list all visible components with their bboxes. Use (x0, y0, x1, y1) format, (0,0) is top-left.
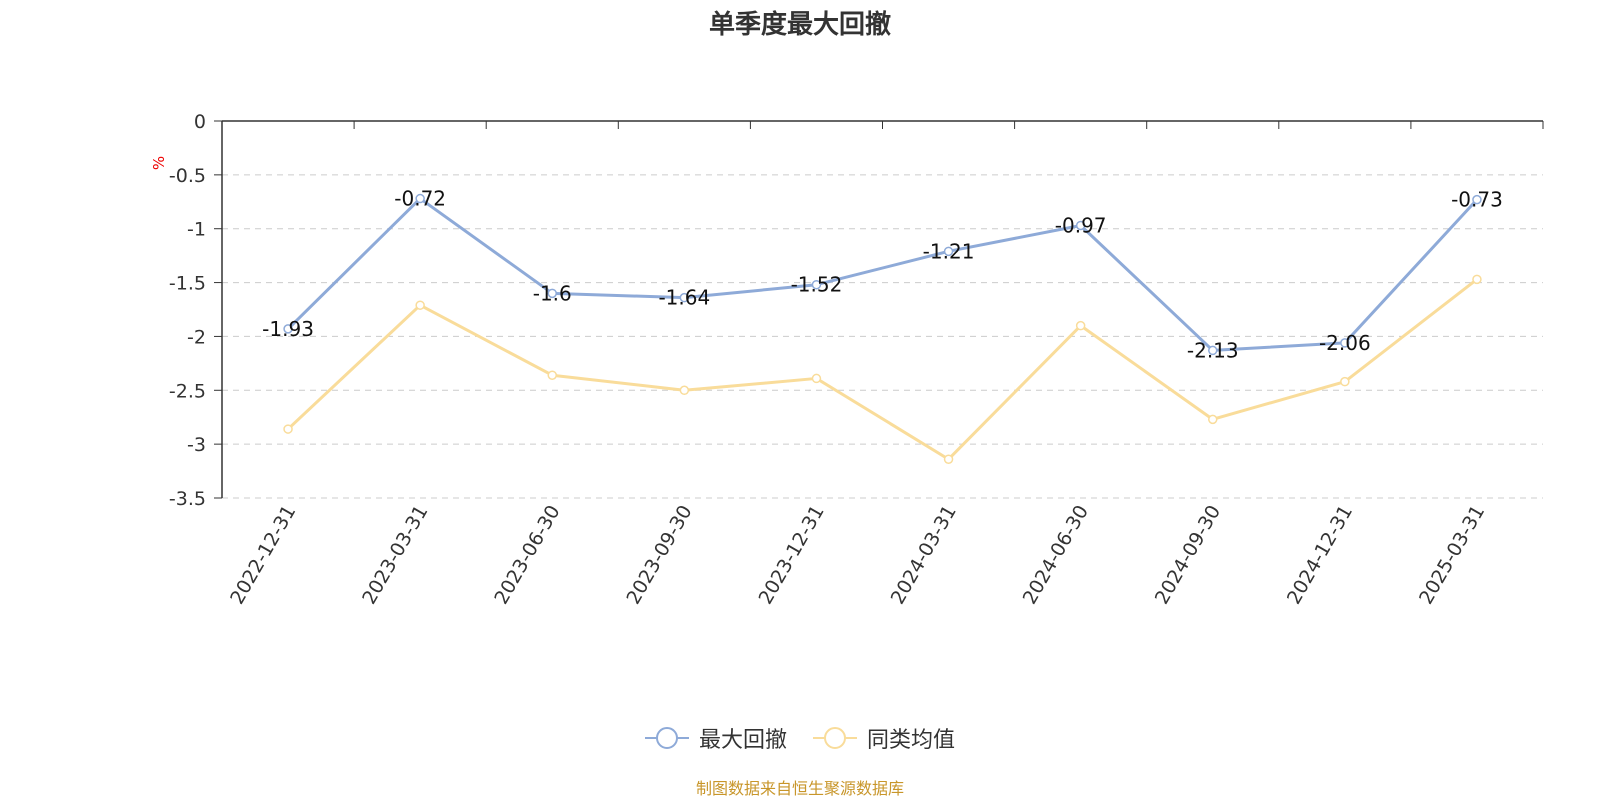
data-point-peer-average (283, 424, 293, 434)
y-axis-unit: % (150, 156, 168, 170)
data-label-drawdown: -2.06 (1319, 331, 1371, 355)
y-tick-label: -0.5 (169, 165, 206, 187)
x-tick-label: 2025-03-31 (1415, 502, 1489, 609)
legend-symbol-peer-average (813, 727, 857, 749)
x-tick-label: 2023-03-31 (358, 502, 432, 609)
data-label-drawdown: -1.52 (791, 273, 843, 297)
x-tick-label: 2023-12-31 (755, 502, 829, 609)
y-tick-label: -1.5 (169, 273, 206, 295)
legend-label-drawdown: 最大回撤 (698, 728, 787, 753)
y-tick-label: 0 (194, 111, 206, 133)
source-note: 制图数据来自恒生聚源数据库 (695, 779, 904, 798)
data-label-drawdown: -1.64 (658, 286, 710, 310)
data-label-drawdown: -1.21 (923, 239, 975, 263)
x-tick-label: 2024-09-30 (1151, 502, 1225, 609)
data-point-drawdown (547, 288, 557, 299)
data-point-peer-average (679, 385, 690, 396)
data-label-drawdown: -0.72 (394, 187, 446, 211)
y-tick-label: -3 (187, 434, 206, 456)
x-tick-label: 2022-12-31 (226, 502, 300, 609)
data-point-peer-average (1075, 320, 1086, 331)
data-point-drawdown (1075, 220, 1086, 231)
legend-symbol-drawdown (644, 727, 689, 749)
data-label-drawdown: -1.6 (533, 281, 572, 305)
data-point-peer-average (415, 300, 425, 310)
y-tick-label: -1 (187, 219, 206, 241)
y-tick-label: -2.5 (169, 380, 206, 402)
data-point-peer-average (1472, 274, 1482, 285)
y-tick-label: -2 (187, 326, 206, 348)
data-point-drawdown (679, 292, 690, 303)
legend: 最大回撤 同类均值 (0, 722, 1600, 754)
y-tick-label: -3.5 (169, 488, 206, 510)
data-label-drawdown: -0.97 (1055, 213, 1107, 237)
x-tick-label: 2024-03-31 (887, 502, 961, 609)
data-point-peer-average (1208, 414, 1218, 425)
data-label-drawdown: -2.13 (1187, 338, 1239, 362)
data-point-peer-average (943, 454, 954, 464)
data-point-drawdown (943, 246, 954, 257)
data-label-drawdown: -1.93 (262, 317, 314, 341)
legend-item-peer-average[interactable]: 同类均值 (813, 722, 955, 754)
data-point-drawdown (283, 324, 293, 334)
data-point-peer-average (811, 373, 822, 384)
chart-title: 单季度最大回撤 (708, 10, 891, 40)
data-point-drawdown (811, 279, 822, 290)
data-point-drawdown (1472, 194, 1482, 205)
series-line-drawdown (286, 197, 1479, 352)
x-tick-label: 2023-06-30 (490, 502, 564, 609)
x-tick-label: 2024-12-31 (1283, 502, 1357, 609)
data-label-drawdown: -0.73 (1451, 188, 1503, 212)
legend-label-peer-average: 同类均值 (867, 728, 956, 753)
series-line-peer-average (287, 278, 1478, 461)
data-point-drawdown (415, 193, 425, 204)
data-point-peer-average (1340, 376, 1350, 387)
data-point-peer-average (547, 370, 557, 380)
data-point-drawdown (1340, 338, 1350, 348)
legend-item-drawdown[interactable]: 最大回撤 (644, 722, 787, 754)
x-tick-label: 2023-09-30 (622, 502, 696, 609)
data-point-drawdown (1208, 345, 1218, 356)
x-tick-label: 2024-06-30 (1019, 502, 1093, 609)
